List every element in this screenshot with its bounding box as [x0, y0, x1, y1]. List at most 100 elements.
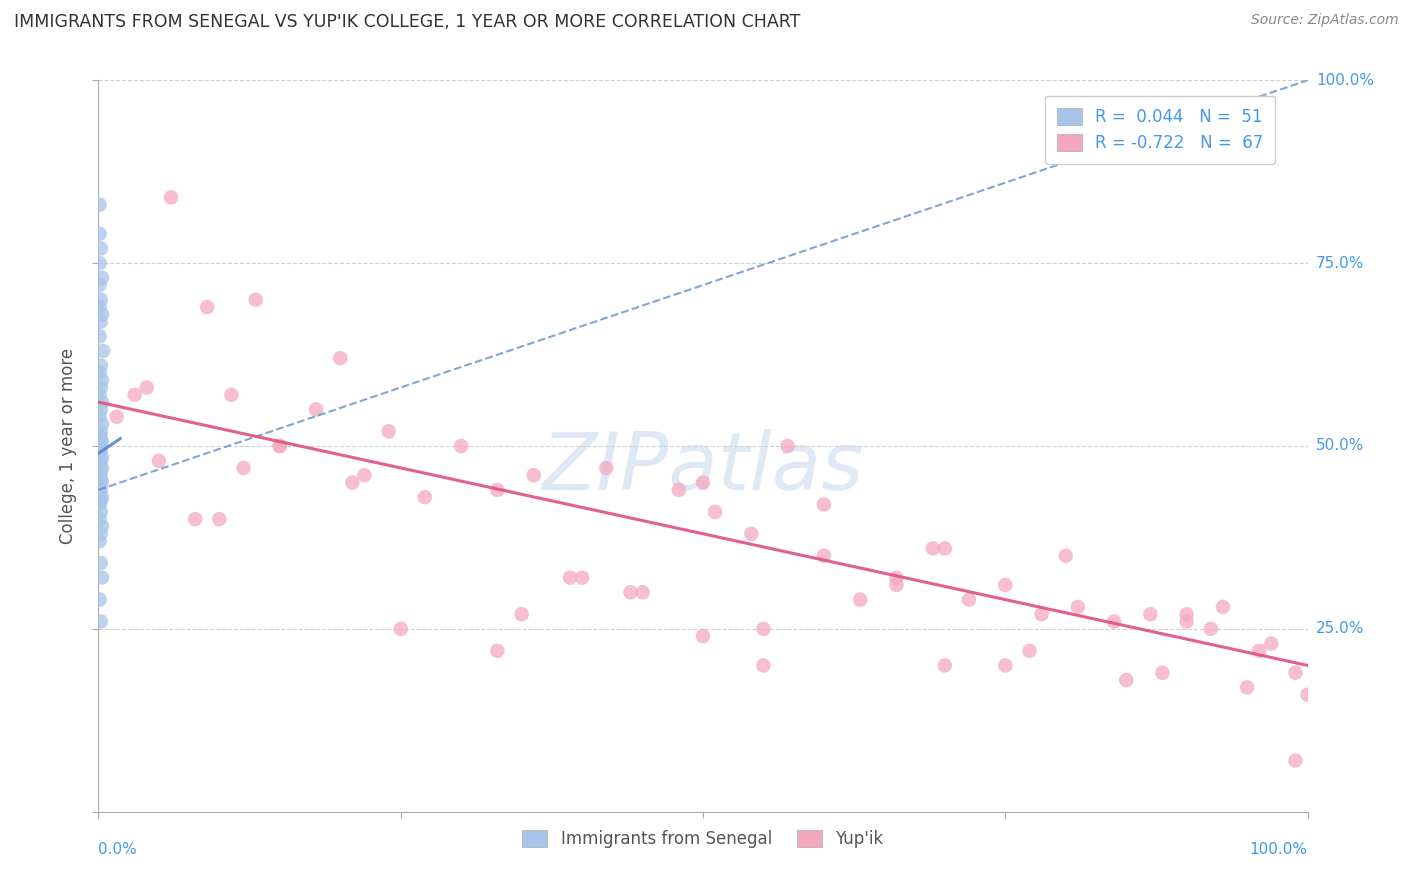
Point — [486, 644, 509, 658]
Point — [89, 479, 111, 493]
Point — [89, 256, 111, 270]
Point — [957, 592, 980, 607]
Point — [1115, 673, 1137, 687]
Point — [752, 658, 775, 673]
Point — [89, 428, 111, 442]
Text: 75.0%: 75.0% — [1316, 256, 1364, 270]
Point — [91, 373, 114, 387]
Point — [921, 541, 943, 556]
Point — [704, 505, 727, 519]
Point — [486, 483, 509, 497]
Point — [90, 556, 112, 570]
Point — [89, 300, 111, 314]
Point — [91, 435, 114, 450]
Point — [90, 472, 112, 486]
Point — [1018, 644, 1040, 658]
Point — [413, 490, 436, 504]
Point — [89, 592, 111, 607]
Point — [90, 505, 112, 519]
Point — [89, 534, 111, 549]
Point — [90, 432, 112, 446]
Legend: Immigrants from Senegal, Yup'ik: Immigrants from Senegal, Yup'ik — [516, 823, 890, 855]
Point — [105, 409, 128, 424]
Point — [89, 227, 111, 241]
Point — [558, 571, 581, 585]
Point — [342, 475, 364, 490]
Point — [91, 270, 114, 285]
Point — [90, 494, 112, 508]
Point — [89, 512, 111, 526]
Point — [934, 658, 956, 673]
Point — [692, 475, 714, 490]
Point — [1139, 607, 1161, 622]
Text: 25.0%: 25.0% — [1316, 622, 1364, 636]
Point — [813, 549, 835, 563]
Point — [1249, 644, 1271, 658]
Point — [91, 475, 114, 490]
Point — [90, 380, 112, 394]
Point — [90, 359, 112, 373]
Point — [91, 450, 114, 464]
Text: Source: ZipAtlas.com: Source: ZipAtlas.com — [1251, 13, 1399, 28]
Point — [1260, 636, 1282, 650]
Point — [89, 439, 111, 453]
Text: 100.0%: 100.0% — [1250, 842, 1308, 857]
Point — [752, 622, 775, 636]
Point — [994, 578, 1017, 592]
Point — [692, 629, 714, 643]
Point — [269, 439, 291, 453]
Point — [1236, 681, 1258, 695]
Text: ZIPatlas: ZIPatlas — [541, 429, 865, 507]
Point — [90, 402, 112, 417]
Point — [1067, 599, 1090, 614]
Point — [450, 439, 472, 453]
Point — [1284, 754, 1306, 768]
Point — [595, 461, 617, 475]
Point — [89, 446, 111, 460]
Point — [184, 512, 207, 526]
Point — [353, 468, 375, 483]
Point — [135, 380, 157, 394]
Point — [269, 439, 291, 453]
Point — [389, 622, 412, 636]
Point — [91, 307, 114, 321]
Point — [668, 483, 690, 497]
Point — [90, 453, 112, 467]
Point — [90, 242, 112, 256]
Point — [1296, 688, 1319, 702]
Point — [90, 425, 112, 439]
Point — [886, 578, 908, 592]
Point — [90, 465, 112, 479]
Point — [89, 457, 111, 471]
Point — [1212, 599, 1234, 614]
Text: 50.0%: 50.0% — [1316, 439, 1364, 453]
Point — [89, 468, 111, 483]
Point — [208, 512, 231, 526]
Point — [1102, 615, 1125, 629]
Point — [377, 425, 399, 439]
Point — [90, 315, 112, 329]
Point — [90, 526, 112, 541]
Point — [89, 388, 111, 402]
Point — [1175, 607, 1198, 622]
Point — [91, 417, 114, 431]
Point — [160, 190, 183, 204]
Point — [1152, 665, 1174, 680]
Point — [813, 498, 835, 512]
Point — [90, 442, 112, 457]
Point — [631, 585, 654, 599]
Point — [89, 197, 111, 211]
Point — [91, 519, 114, 533]
Point — [994, 658, 1017, 673]
Point — [89, 366, 111, 380]
Point — [329, 351, 352, 366]
Point — [91, 490, 114, 504]
Point — [221, 388, 243, 402]
Point — [91, 395, 114, 409]
Point — [89, 498, 111, 512]
Point — [90, 615, 112, 629]
Point — [232, 461, 254, 475]
Point — [571, 571, 593, 585]
Point — [89, 409, 111, 424]
Point — [886, 571, 908, 585]
